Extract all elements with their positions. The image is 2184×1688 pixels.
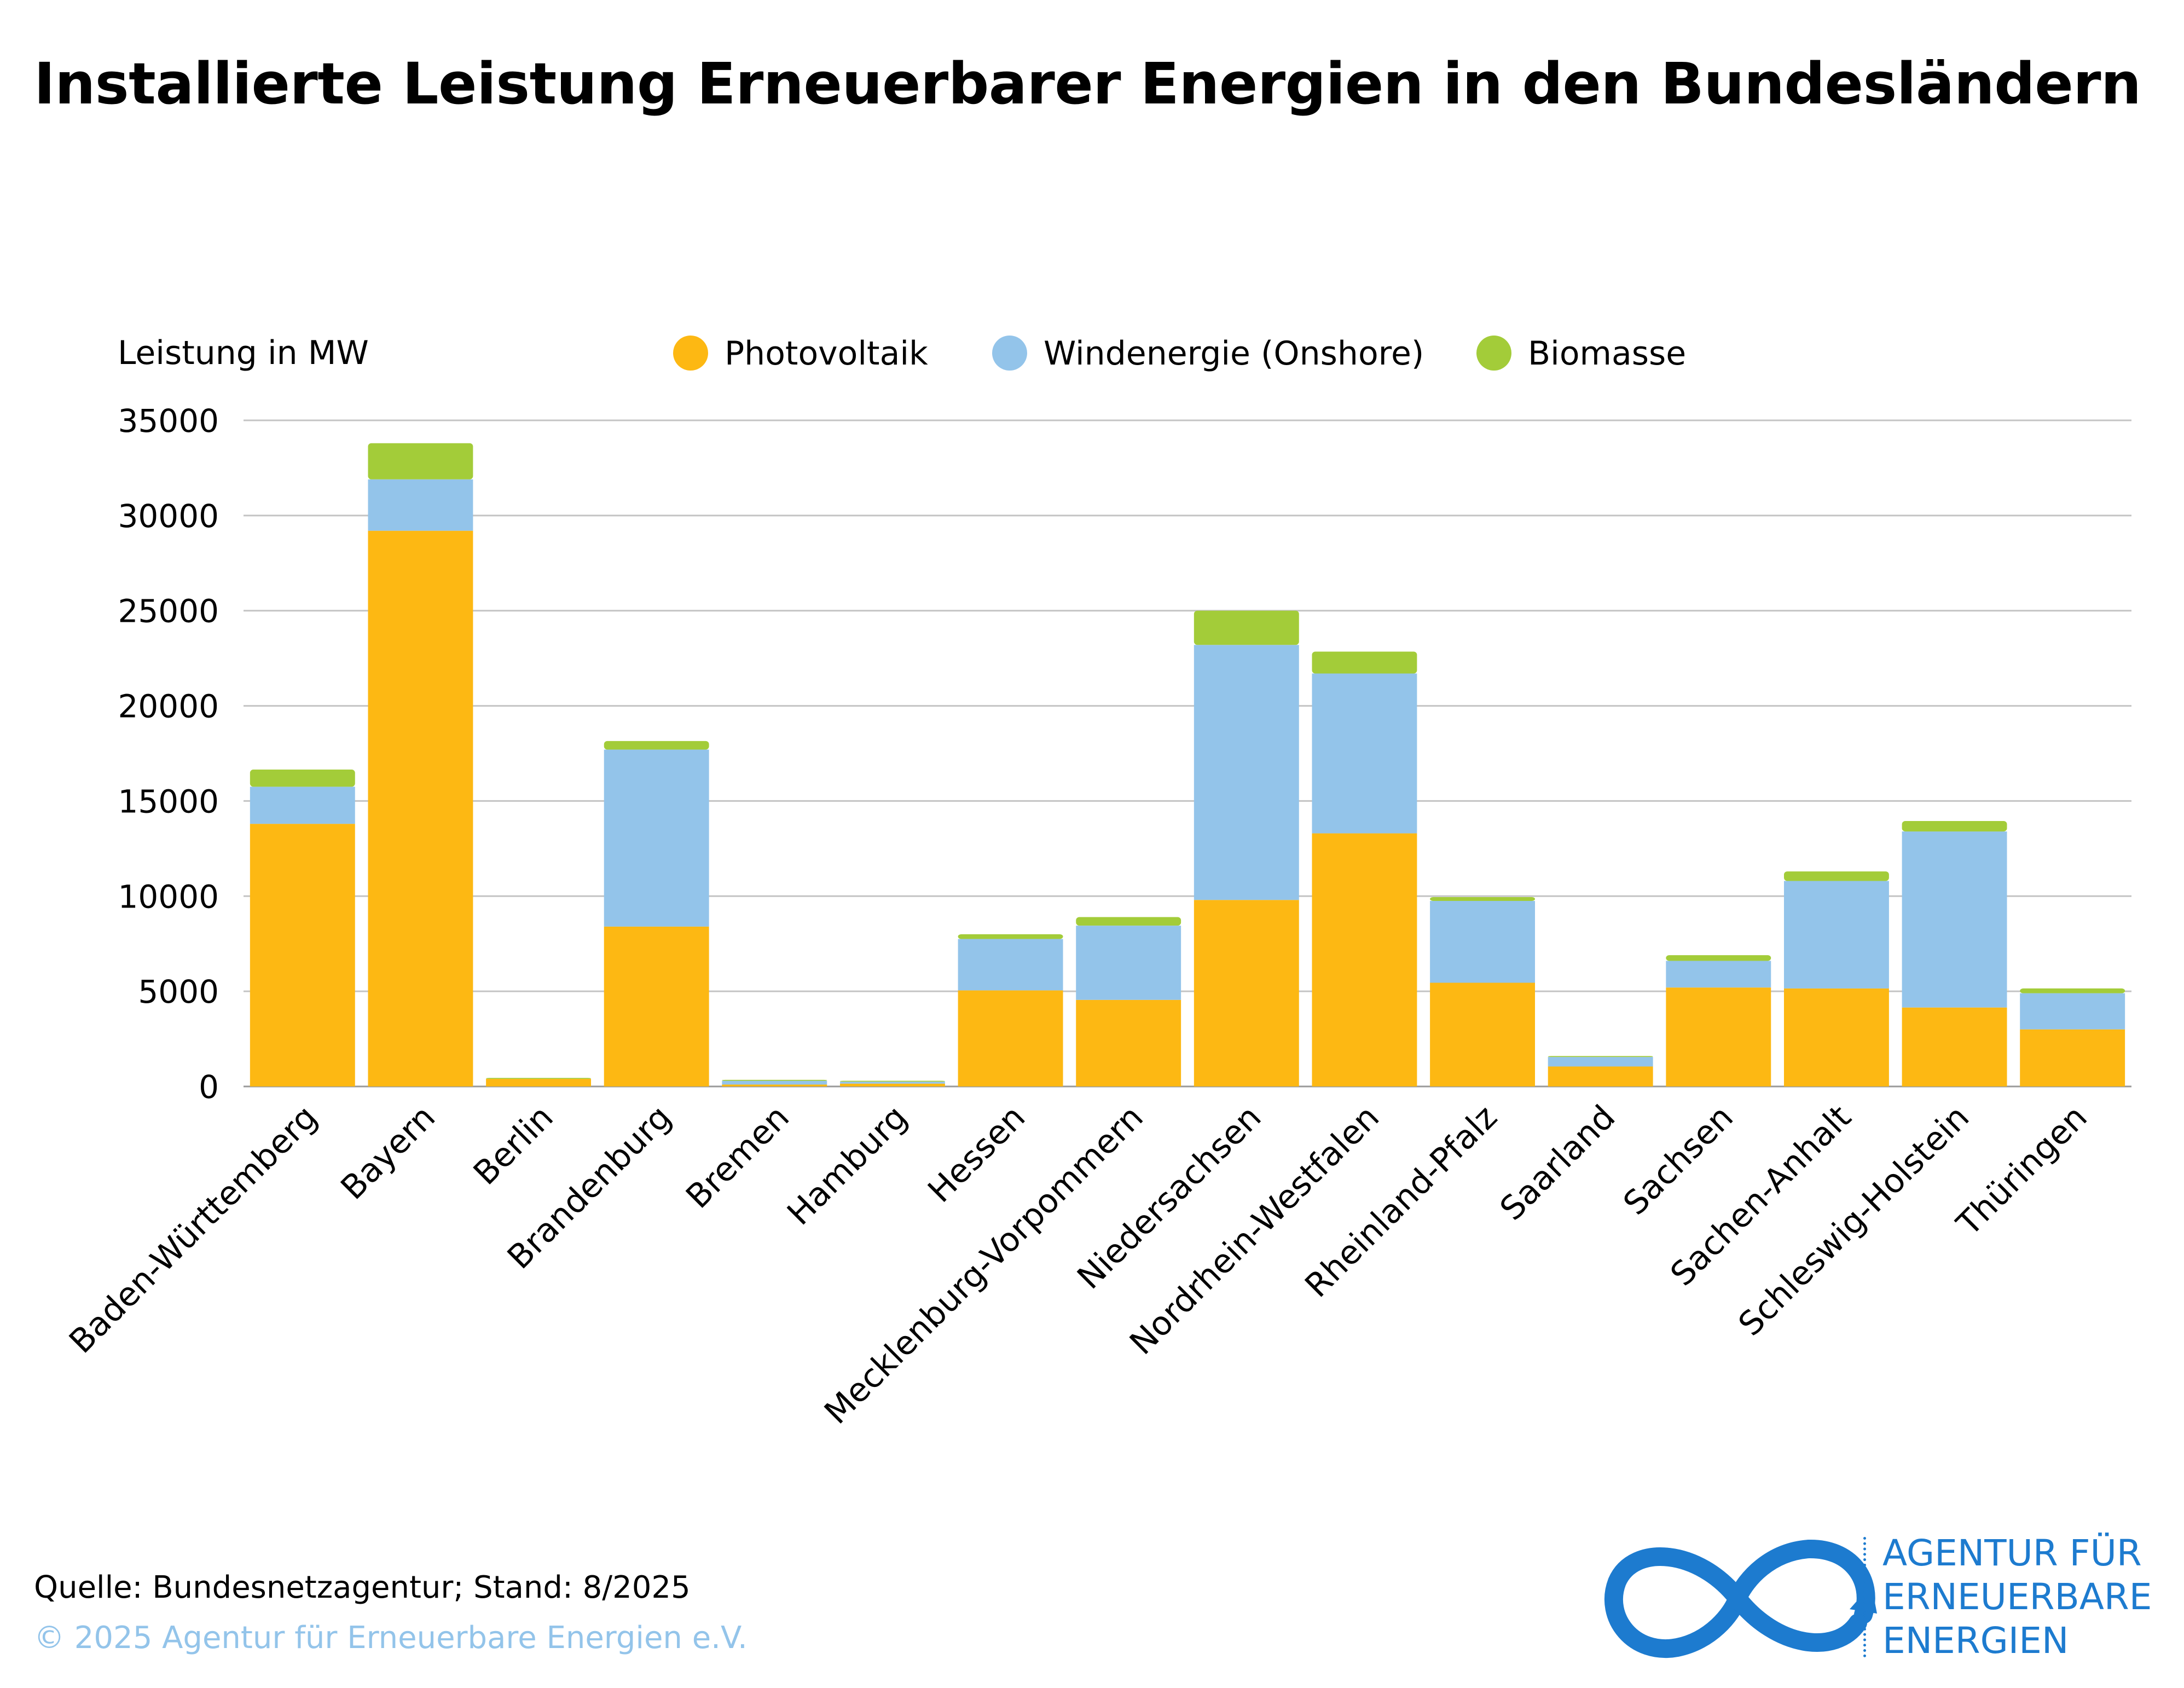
x-tick-label: Saarland	[1493, 1098, 1623, 1228]
copyright-note: © 2025 Agentur für Erneuerbare Energien …	[34, 1620, 748, 1656]
logo-line-3: ENERGIEN	[1882, 1620, 2069, 1662]
x-tick-label: Hessen	[920, 1098, 1033, 1210]
legend-label: Biomasse	[1528, 334, 1686, 373]
y-tick-label: 25000	[118, 593, 219, 630]
bar-segment-biomasse	[1076, 917, 1181, 926]
bar-segment-biomasse	[1902, 820, 2007, 832]
y-axis-label: Leistung in MW	[118, 334, 369, 372]
bar-segment-windenergie-onshore	[1548, 1057, 1653, 1067]
bar-segment-biomasse	[1666, 955, 1771, 961]
bar-segment-windenergie-onshore	[604, 749, 709, 927]
bar-segment-photovoltaik	[368, 530, 473, 1086]
x-tick-label: Baden-Württemberg	[62, 1098, 325, 1361]
bar-segment-windenergie-onshore	[2020, 993, 2125, 1030]
legend-label: Windenergie (Onshore)	[1044, 334, 1424, 373]
bar-segment-biomasse	[722, 1079, 827, 1081]
legend-swatch	[992, 336, 1027, 371]
bar-segment-windenergie-onshore	[1312, 673, 1417, 834]
legend-swatch	[1476, 336, 1511, 371]
bar-segment-photovoltaik	[1076, 999, 1181, 1086]
bar-segment-photovoltaik	[1312, 833, 1417, 1086]
bar-segment-photovoltaik	[250, 824, 355, 1086]
bar-segment-windenergie-onshore	[368, 479, 473, 531]
bar-segment-photovoltaik	[1548, 1066, 1653, 1086]
bars	[250, 443, 2125, 1086]
logo-line-1: AGENTUR FÜR	[1882, 1532, 2142, 1574]
bar-segment-windenergie-onshore	[1902, 831, 2007, 1008]
bar-segment-photovoltaik	[839, 1083, 945, 1086]
source-note: Quelle: Bundesnetzagentur; Stand: 8/2025	[34, 1570, 691, 1605]
bar-segment-biomasse	[250, 770, 355, 787]
y-tick-label: 5000	[138, 973, 219, 1010]
chart-title: Installierte Leistung Erneuerbarer Energ…	[34, 50, 2141, 117]
bar-segment-biomasse	[1783, 871, 1889, 881]
bar-segment-windenergie-onshore	[250, 787, 355, 824]
bar-segment-photovoltaik	[1902, 1007, 2007, 1086]
legend-label: Photovoltaik	[725, 334, 928, 373]
bar-segment-biomasse	[958, 934, 1063, 939]
y-axis-ticks: 0 5000 10000 15000 20000 25000 30000 35000	[118, 402, 219, 1106]
x-axis-ticks: Baden-Württemberg Bayern BerlinBrandenburg…	[62, 1098, 2095, 1432]
y-tick-label: 10000	[118, 878, 219, 915]
y-tick-label: 35000	[118, 402, 219, 440]
bar-segment-windenergie-onshore	[1430, 900, 1536, 983]
bar-segment-biomasse	[486, 1078, 592, 1079]
legend: Photovoltaik Windenergie (Onshore) Biomass…	[673, 334, 1686, 373]
bar-segment-biomasse	[604, 741, 709, 750]
logo-line-2: ERNEUERBARE	[1882, 1576, 2152, 1618]
y-tick-label: 0	[199, 1068, 219, 1106]
bar-segment-windenergie-onshore	[1666, 961, 1771, 988]
y-tick-label: 20000	[118, 688, 219, 725]
bar-segment-photovoltaik	[722, 1084, 827, 1086]
bar-segment-biomasse	[1548, 1056, 1653, 1057]
bar-segment-photovoltaik	[1430, 982, 1536, 1086]
bar-segment-photovoltaik	[604, 926, 709, 1086]
bar-segment-windenergie-onshore	[839, 1082, 945, 1084]
y-tick-label: 30000	[118, 498, 219, 535]
bar-segment-photovoltaik	[1666, 987, 1771, 1086]
bar-segment-photovoltaik	[2020, 1029, 2125, 1086]
bar-segment-photovoltaik	[1194, 900, 1299, 1086]
bar-segment-biomasse	[2020, 988, 2125, 993]
bar-segment-photovoltaik	[1783, 988, 1889, 1086]
bar-segment-biomasse	[1312, 651, 1417, 674]
x-tick-label: Bayern	[334, 1098, 443, 1207]
x-tick-label: Hamburg	[780, 1098, 914, 1233]
bar-segment-windenergie-onshore	[1194, 645, 1299, 900]
bar-segment-windenergie-onshore	[1076, 926, 1181, 1000]
bar-segment-biomasse	[839, 1080, 945, 1082]
bar-segment-biomasse	[1194, 610, 1299, 645]
legend-swatch	[673, 336, 708, 371]
x-tick-label: Berlin	[466, 1098, 561, 1193]
logo-divider	[1863, 1537, 1866, 1657]
logo-wordmark: AGENTUR FÜR ERNEUERBARE ENERGIEN	[1882, 1531, 2152, 1663]
bar-segment-windenergie-onshore	[722, 1080, 827, 1085]
bar-segment-windenergie-onshore	[958, 939, 1063, 991]
x-tick-label: Bremen	[679, 1098, 797, 1216]
bar-segment-windenergie-onshore	[1783, 881, 1889, 988]
bar-segment-photovoltaik	[958, 990, 1063, 1086]
bar-segment-photovoltaik	[486, 1079, 592, 1086]
y-tick-label: 15000	[118, 783, 219, 820]
bar-segment-biomasse	[368, 443, 473, 479]
x-tick-label: Schleswig-Holstein	[1731, 1098, 1977, 1344]
infinity-logo-icon	[1604, 1539, 1877, 1658]
bar-segment-biomasse	[1430, 897, 1536, 901]
x-tick-label: Sachsen	[1616, 1098, 1741, 1223]
stacked-bar-chart: 0 5000 10000 15000 20000 25000 30000 35000 Bade…	[62, 334, 2131, 1432]
